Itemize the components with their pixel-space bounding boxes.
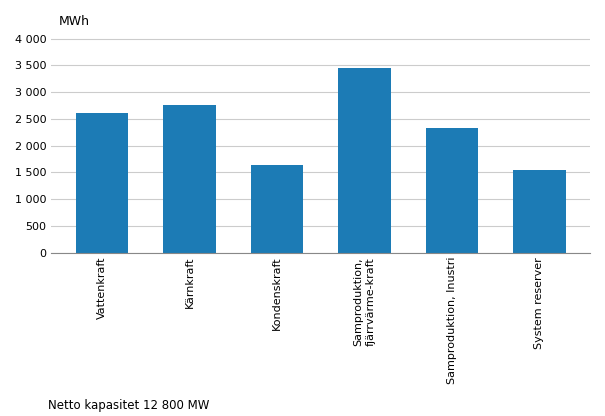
Bar <box>426 128 478 253</box>
Bar <box>76 112 128 253</box>
Bar <box>163 104 216 253</box>
Bar <box>251 165 303 253</box>
Bar <box>513 170 566 253</box>
Text: Netto kapasitet 12 800 MW: Netto kapasitet 12 800 MW <box>48 399 210 412</box>
Bar <box>338 68 391 253</box>
Text: MWh: MWh <box>59 15 90 28</box>
